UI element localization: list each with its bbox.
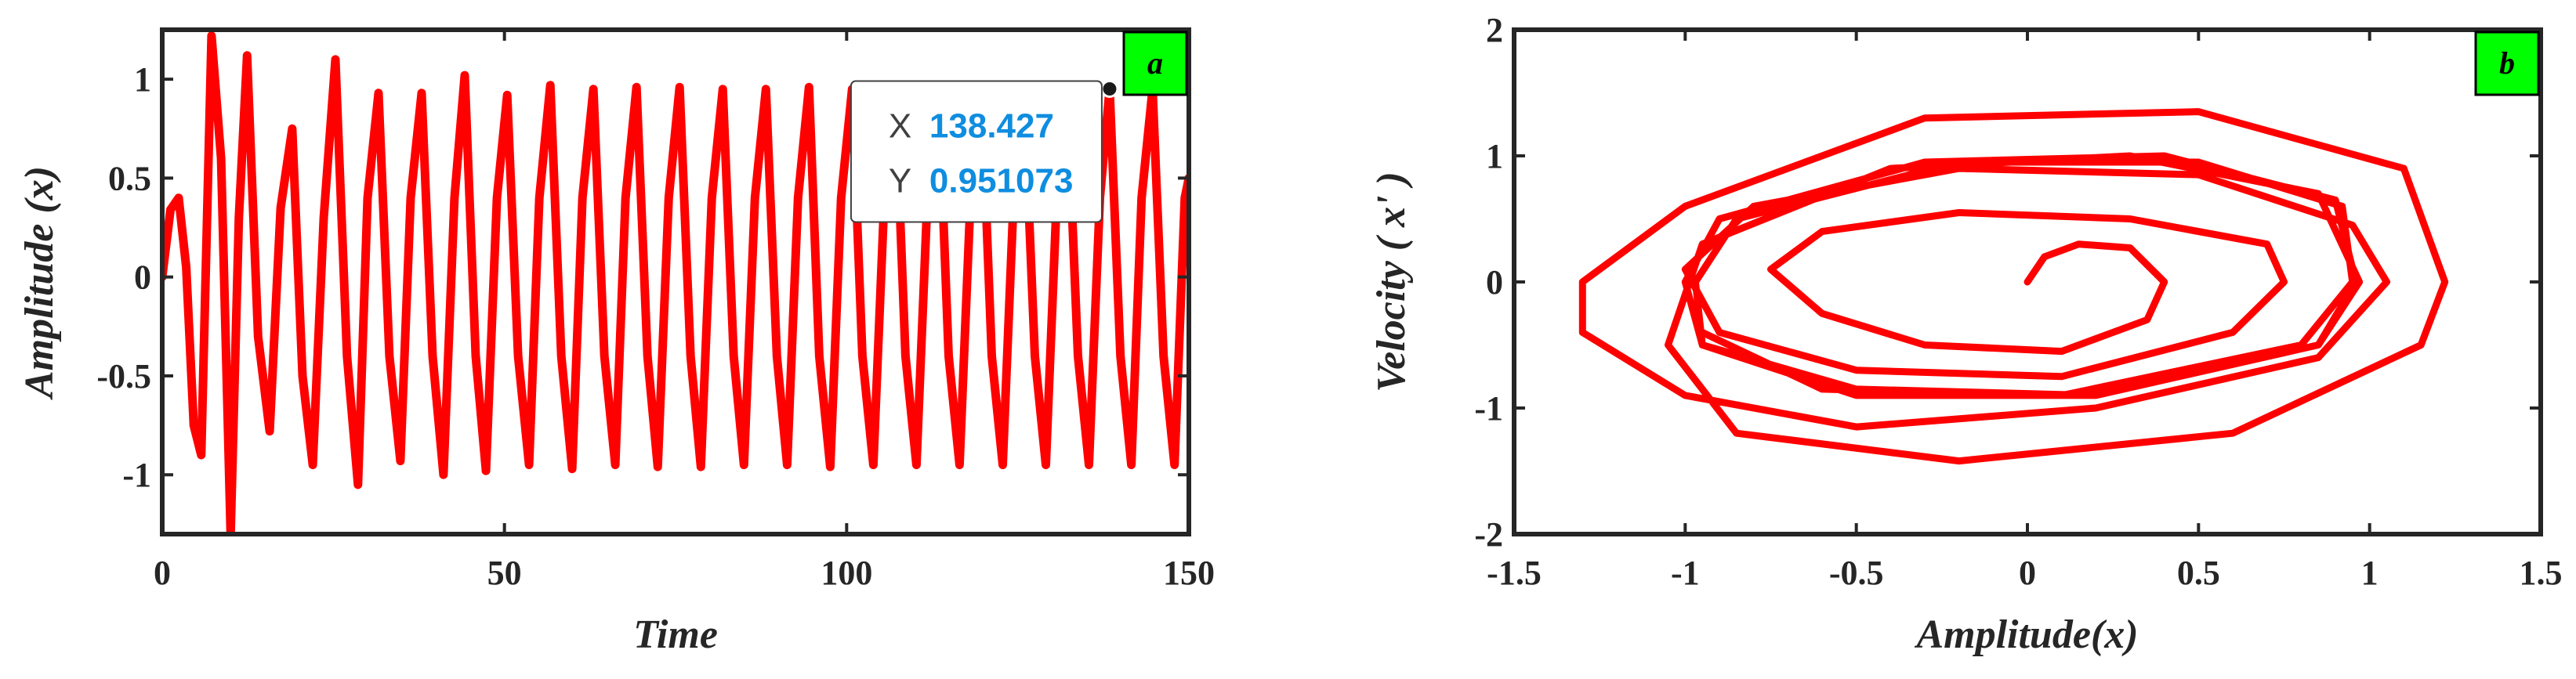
panel-b-tag-label: b <box>2499 45 2515 81</box>
panel-b-y-axis-label: Velocity ( x' ) <box>1369 172 1414 392</box>
x-tick-label: 0.5 <box>2177 554 2220 592</box>
panel-b-tag-background <box>2474 31 2540 96</box>
panel-a-time-series: 0 50 100 150-1-0.500.51 Time Amplitude (x) … <box>17 27 1215 657</box>
x-tick-label: -0.5 <box>1829 554 1884 592</box>
panel-a-x-axis-label: Time <box>633 612 718 657</box>
panel-b-phase-portrait: -1.5 -1 -0.5 0 0.5 1 1.5 -2 -1 0 1 2 Amplitude(x) V… <box>1369 11 2563 657</box>
panel-b-ticks: -1.5 -1 -0.5 0 0.5 1 1.5 -2 -1 0 1 2 <box>1474 11 2562 592</box>
panel-a-axes-box <box>160 27 1191 536</box>
x-tick-label: 0 <box>154 554 171 592</box>
series-line-1 <box>1578 108 2449 465</box>
x-tick-label: 0 <box>2019 554 2036 592</box>
y-tick-label: 0.5 <box>108 159 151 197</box>
panel-a-tag-background <box>1122 31 1188 96</box>
x-tick-label: 50 <box>487 554 522 592</box>
x-tick-label: 100 <box>821 554 872 592</box>
y-tick-label: -1 <box>1474 389 1503 428</box>
y-tick-label: -0.5 <box>96 357 151 395</box>
datatip-x-value: 138.427 <box>929 107 1054 145</box>
panel-b-series-line <box>1578 108 2449 465</box>
y-tick-label: 2 <box>1486 11 1503 49</box>
datatip-x-key: X <box>889 107 911 145</box>
y-tick-label: -2 <box>1474 515 1503 554</box>
y-tick-label: 1 <box>1486 137 1503 175</box>
panel-a-y-axis-label: Amplitude (x) <box>17 166 62 400</box>
y-tick-label: -1 <box>122 456 151 494</box>
x-tick-label: 1.5 <box>2520 554 2563 592</box>
panel-b-x-axis-label: Amplitude(x) <box>1914 612 2138 657</box>
panel-a-ticks: 0 50 100 150 -1 -0.5 0 0.5 1 <box>96 30 1215 592</box>
x-tick-label: 1 <box>2361 554 2379 592</box>
datatip-marker[interactable] <box>1100 79 1119 98</box>
y-tick-label: 0 <box>1486 263 1503 302</box>
datatip-y-value: 0.951073 <box>929 161 1074 200</box>
y-tick-label: 0 <box>134 258 151 297</box>
x-tick-label: -1.5 <box>1487 554 1542 592</box>
x-tick-label: -1 <box>1671 554 1700 592</box>
x-tick-label: 150 <box>1163 554 1215 592</box>
panel-a-tag-label: a <box>1147 45 1163 81</box>
datatip-y-key: Y <box>889 161 911 200</box>
y-tick-label: 1 <box>134 60 151 99</box>
datatip[interactable]: X 138.427 Y 0.951073 <box>850 79 1119 223</box>
panel-a-tag: a <box>1122 31 1188 96</box>
panel-b-tag: b <box>2474 31 2540 96</box>
datatip-box <box>850 80 1103 223</box>
